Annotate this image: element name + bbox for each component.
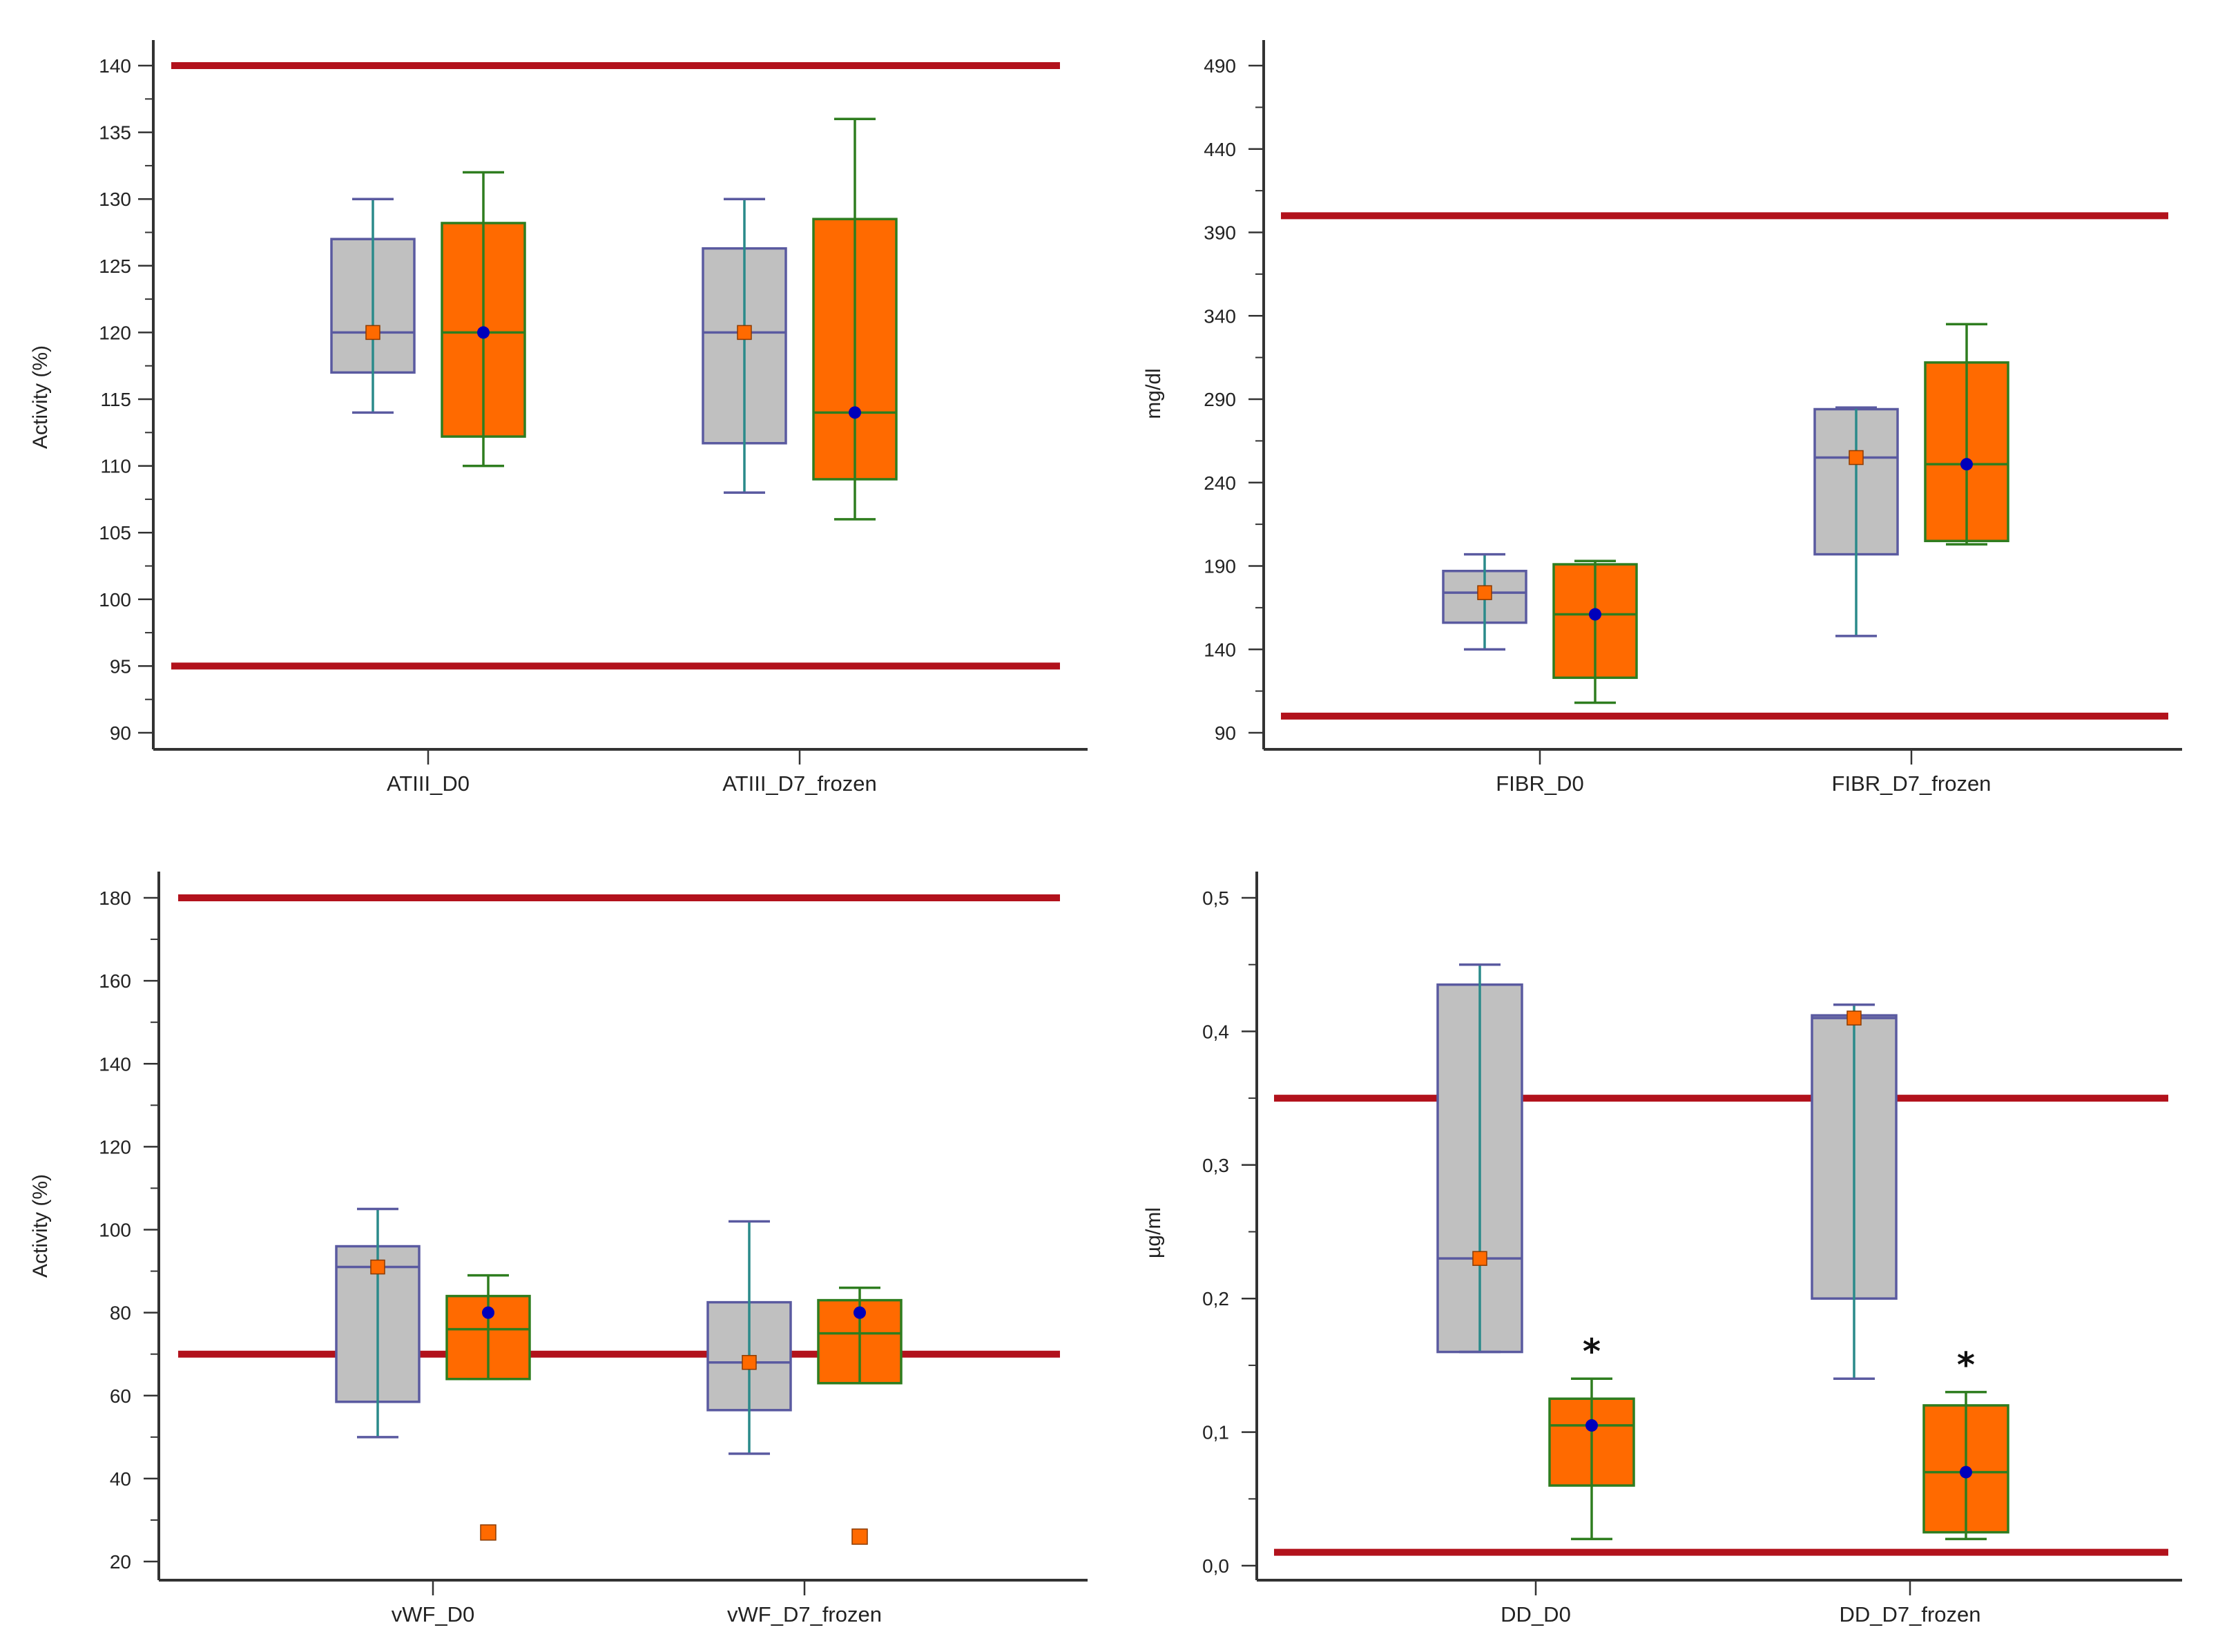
mean-marker [1849, 450, 1864, 465]
x-category-label: DD_D7_frozen [1839, 1602, 1980, 1626]
outlier-point [851, 1528, 868, 1545]
box-orange-DD_D7_frozen [1922, 1390, 2009, 1541]
panel-vwf: 20 40 60 80 100 120 140 160 180 Activity (%) vWF_D… [29, 872, 1088, 1626]
x-category-label: vWF_D0 [392, 1602, 475, 1626]
mean-marker [370, 1259, 385, 1275]
panel-dd: 0,0 0,1 0,2 0,3 0,4 0,5 µg/ml DD_D0 DD_D7_frozen… [1142, 872, 2182, 1626]
mean-marker [849, 406, 861, 419]
mean-marker [1477, 585, 1492, 600]
x-category-label: FIBR_D0 [1496, 771, 1583, 796]
x-category-label: FIBR_D7_frozen [1832, 771, 1992, 796]
mean-marker [1585, 1419, 1598, 1432]
mean-marker [1960, 458, 1973, 471]
box-orange-FIBR_D7_frozen [1924, 323, 2009, 546]
mean-marker [365, 325, 380, 340]
x-category-label: vWF_D7_frozen [727, 1602, 882, 1626]
significance-star: * [1583, 1332, 1601, 1372]
y-tick-label: 180 [99, 887, 131, 909]
y-tick-label: 135 [99, 122, 131, 144]
box-orange-ATIII_D7_frozen [812, 117, 898, 521]
y-tick-label: 90 [1215, 722, 1236, 744]
y-tick-label: 80 [110, 1303, 131, 1324]
y-tick-label: 240 [1204, 472, 1236, 494]
box-gray-FIBR_D0 [1442, 553, 1527, 651]
y-tick-label: 100 [99, 589, 131, 611]
box-gray-vWF_D7_frozen [706, 1220, 792, 1455]
y-tick-label: 0,1 [1202, 1422, 1229, 1443]
y-tick-label: 0,4 [1202, 1021, 1229, 1042]
box-orange-FIBR_D0 [1552, 559, 1638, 704]
y-tick-label: 110 [100, 456, 131, 477]
y-tick-label: 440 [1204, 139, 1236, 160]
mean-marker [1960, 1466, 1972, 1479]
box-orange-vWF_D0 [445, 1274, 531, 1541]
box-orange-ATIII_D0 [441, 171, 526, 468]
panel-fibr: 90 140 190 240 290 340 390 440 490 mg/dl FIBR_D0 FI… [1142, 40, 2182, 796]
box-orange-DD_D0 [1548, 1377, 1635, 1541]
y-tick-label: 0,0 [1202, 1555, 1229, 1577]
box-gray-vWF_D0 [335, 1207, 421, 1439]
mean-marker [1589, 608, 1601, 621]
y-axis-title: Activity (%) [29, 1174, 52, 1278]
y-axis-title: mg/dl [1142, 368, 1165, 419]
y-tick-label: 95 [110, 655, 131, 677]
y-tick-label: 120 [99, 322, 131, 343]
y-tick-label: 120 [99, 1136, 131, 1158]
y-tick-label: 0,5 [1202, 887, 1229, 909]
y-tick-label: 160 [99, 970, 131, 992]
y-tick-label: 340 [1204, 305, 1236, 327]
box-orange-vWF_D7_frozen [817, 1286, 903, 1545]
y-tick-label: 130 [99, 189, 131, 210]
y-tick-label: 125 [99, 256, 131, 277]
mean-marker [482, 1306, 494, 1319]
y-axis-title: µg/ml [1142, 1207, 1165, 1258]
mean-marker [742, 1354, 757, 1370]
y-axis-title: Activity (%) [29, 345, 52, 449]
y-tick-label: 115 [100, 389, 131, 410]
y-tick-label: 0,3 [1202, 1155, 1229, 1176]
y-tick-label: 90 [110, 722, 131, 744]
mean-marker [1472, 1251, 1487, 1266]
y-tick-label: 0,2 [1202, 1288, 1229, 1309]
mean-marker [854, 1306, 866, 1319]
y-tick-label: 140 [1204, 639, 1236, 660]
mean-marker [477, 326, 490, 339]
y-tick-label: 40 [110, 1468, 131, 1490]
y-tick-label: 140 [99, 55, 131, 77]
y-tick-label: 190 [1204, 556, 1236, 577]
panel-atiii: 90 95 100 105 110 115 120 125 130 135 140 Activity … [29, 40, 1088, 796]
y-tick-label: 60 [110, 1385, 131, 1407]
y-tick-label: 100 [99, 1220, 131, 1241]
y-tick-label: 290 [1204, 389, 1236, 410]
outlier-point [480, 1524, 496, 1541]
box-gray-FIBR_D7_frozen [1813, 406, 1899, 637]
box-gray-DD_D7_frozen [1811, 1003, 1898, 1380]
significance-star: * [1957, 1345, 1975, 1385]
y-tick-label: 390 [1204, 222, 1236, 244]
y-tick-label: 105 [99, 522, 131, 544]
y-tick-label: 490 [1204, 55, 1236, 77]
mean-marker [737, 325, 752, 340]
x-category-label: ATIII_D0 [387, 771, 470, 796]
mean-marker [1846, 1010, 1862, 1026]
box-gray-DD_D0 [1436, 963, 1523, 1354]
box-gray-ATIII_D0 [330, 198, 416, 414]
x-category-label: ATIII_D7_frozen [722, 771, 876, 796]
y-tick-label: 20 [110, 1551, 131, 1573]
x-category-label: DD_D0 [1501, 1602, 1571, 1626]
box-gray-ATIII_D7_frozen [702, 198, 787, 494]
y-tick-label: 140 [99, 1053, 131, 1075]
